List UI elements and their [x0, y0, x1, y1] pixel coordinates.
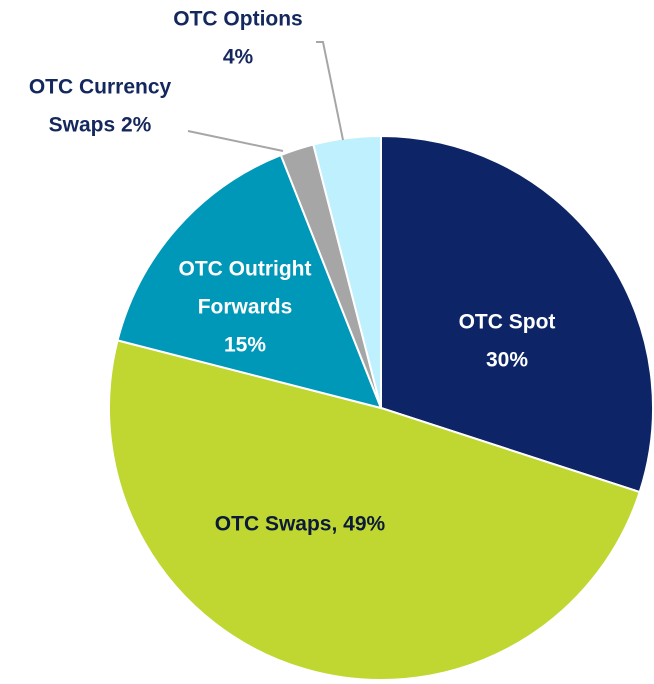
slice-label: OTC Swaps, 49% — [215, 513, 386, 536]
pie-slice — [107, 339, 641, 681]
slice-label: OTC Options — [173, 8, 303, 31]
slice-label: Forwards — [198, 296, 293, 319]
pie-slice — [312, 134, 382, 409]
leader-line — [187, 130, 284, 152]
slice-label: OTC Outright — [179, 258, 312, 281]
slice-label: OTC Spot — [459, 311, 556, 334]
slice-label: 15% — [224, 334, 266, 357]
slice-label: 30% — [486, 349, 528, 372]
slice-label: Swaps 2% — [49, 114, 152, 137]
slice-label: OTC Currency — [29, 76, 172, 99]
pie-slice — [380, 134, 654, 494]
slice-label: 4% — [223, 46, 254, 69]
pie-slice — [116, 153, 383, 410]
slices — [107, 134, 654, 681]
leader-line — [316, 41, 344, 141]
